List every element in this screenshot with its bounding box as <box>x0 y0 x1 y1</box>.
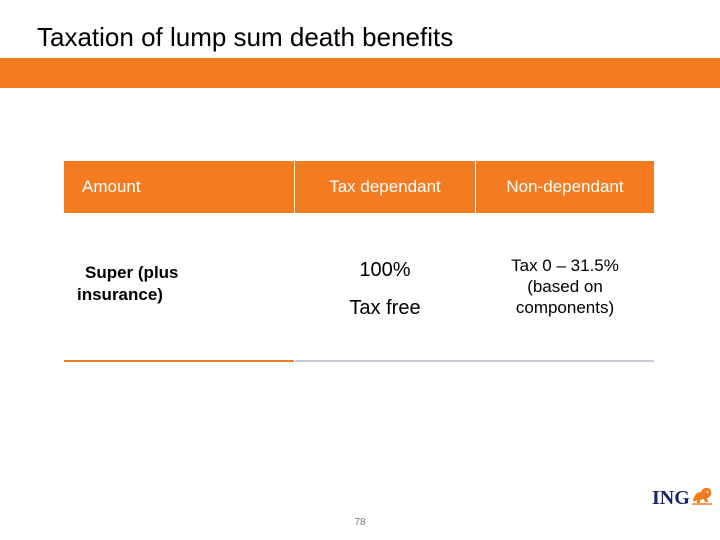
title-accent-band <box>0 58 720 88</box>
slide-title: Taxation of lump sum death benefits <box>37 22 454 52</box>
table-bottom-rule-accent <box>64 360 294 362</box>
cell-amount-line1: Super (plus <box>85 263 179 282</box>
cell-tax-dependant-status: Tax free <box>349 297 421 319</box>
lion-icon <box>692 487 712 505</box>
cell-tax-dependant: 100% Tax free <box>295 254 475 324</box>
header-tax-dependant: Tax dependant <box>295 161 475 213</box>
header-amount: Amount <box>64 161 294 213</box>
cell-tax-dependant-percent: 100% <box>359 259 411 281</box>
cell-amount-super: Super (plus insurance) <box>64 262 294 306</box>
ing-logo: ING <box>652 483 714 511</box>
header-non-dependant: Non-dependant <box>476 161 654 213</box>
table-bottom-rule <box>295 360 654 362</box>
cell-amount-line2: insurance) <box>77 285 163 304</box>
logo-wordmark: ING <box>652 487 690 509</box>
cell-non-dependant: Tax 0 – 31.5% (based on components) <box>476 255 654 318</box>
page-number: 78 <box>354 517 366 528</box>
cell-non-dependant-line2: (based on <box>527 277 603 296</box>
cell-non-dependant-line1: Tax 0 – 31.5% <box>511 256 619 275</box>
cell-non-dependant-line3: components) <box>515 298 615 317</box>
